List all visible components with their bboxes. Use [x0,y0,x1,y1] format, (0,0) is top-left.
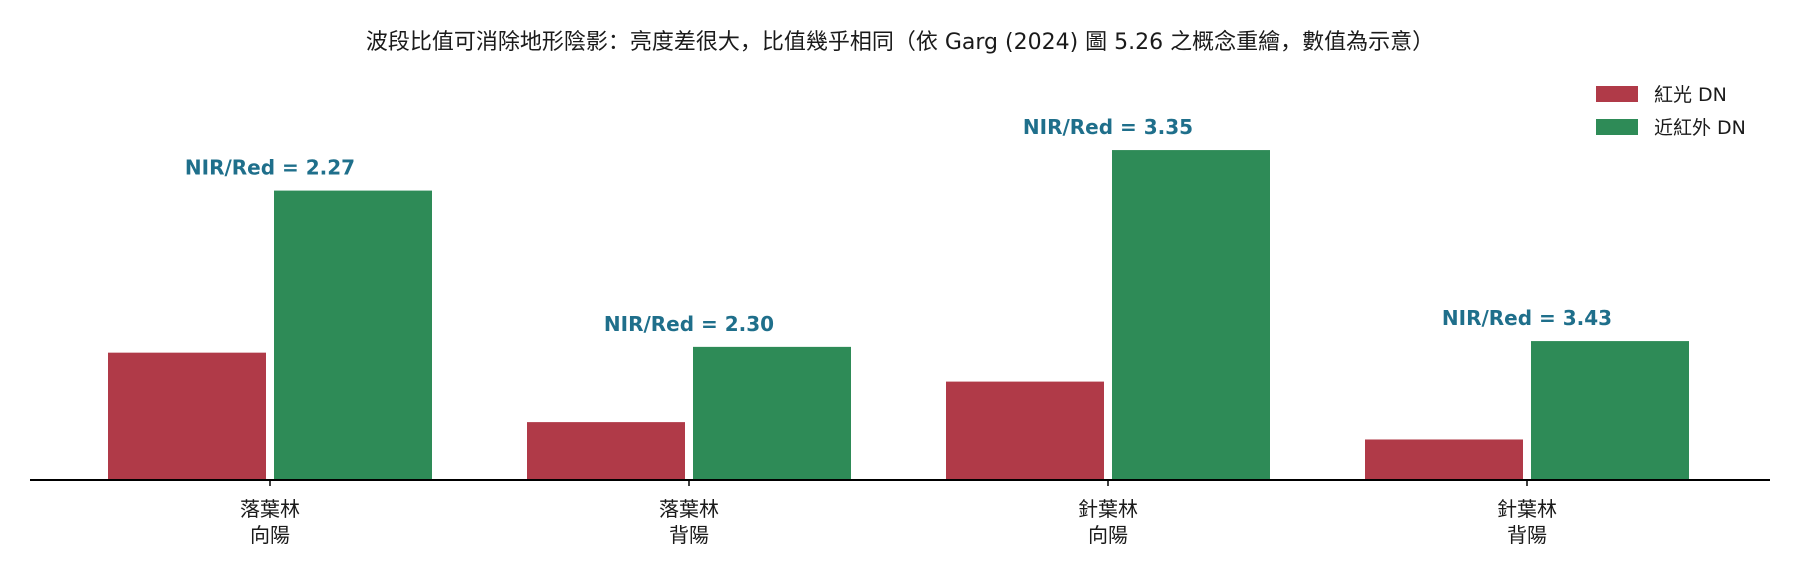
bar-red-1 [527,422,685,480]
bar-red-2 [946,381,1104,480]
x-tick-label-1-0: 落葉林 [659,497,719,521]
x-tick-label-0-0: 落葉林 [240,497,300,521]
bar-red-3 [1365,439,1523,480]
x-tick-label-0-1: 向陽 [250,523,290,547]
ratio-annotation-1: NIR/Red = 2.30 [604,312,774,336]
ratio-annotation-3: NIR/Red = 3.43 [1442,306,1612,330]
ratio-annotations: NIR/Red = 2.27 NIR/Red = 2.30 NIR/Red = 3.… [185,115,1612,336]
bar-nir-1 [693,346,851,480]
x-tick-label-2-1: 向陽 [1088,523,1128,547]
chart-title: 波段比值可消除地形陰影：亮度差很大，比值幾乎相同（依 Garg (2024) 圖… [366,30,1434,55]
legend: 紅光 DN 近紅外 DN [1596,84,1746,139]
legend-swatch-0 [1596,86,1638,102]
ratio-annotation-0: NIR/Red = 2.27 [185,156,355,180]
x-tick-label-1-1: 背陽 [669,523,709,547]
bar-nir-0 [274,190,432,480]
bars-layer [108,150,1689,480]
legend-swatch-1 [1596,119,1638,135]
ratio-annotation-2: NIR/Red = 3.35 [1023,115,1193,139]
x-tick-label-3-1: 背陽 [1507,523,1547,547]
bar-red-0 [108,352,266,480]
x-tick-label-3-0: 針葉林 [1497,497,1557,521]
legend-label-0: 紅光 DN [1654,84,1727,106]
bar-nir-3 [1531,341,1689,480]
legend-label-1: 近紅外 DN [1654,117,1746,139]
bar-nir-2 [1112,150,1270,480]
x-tick-label-2-0: 針葉林 [1078,497,1138,521]
